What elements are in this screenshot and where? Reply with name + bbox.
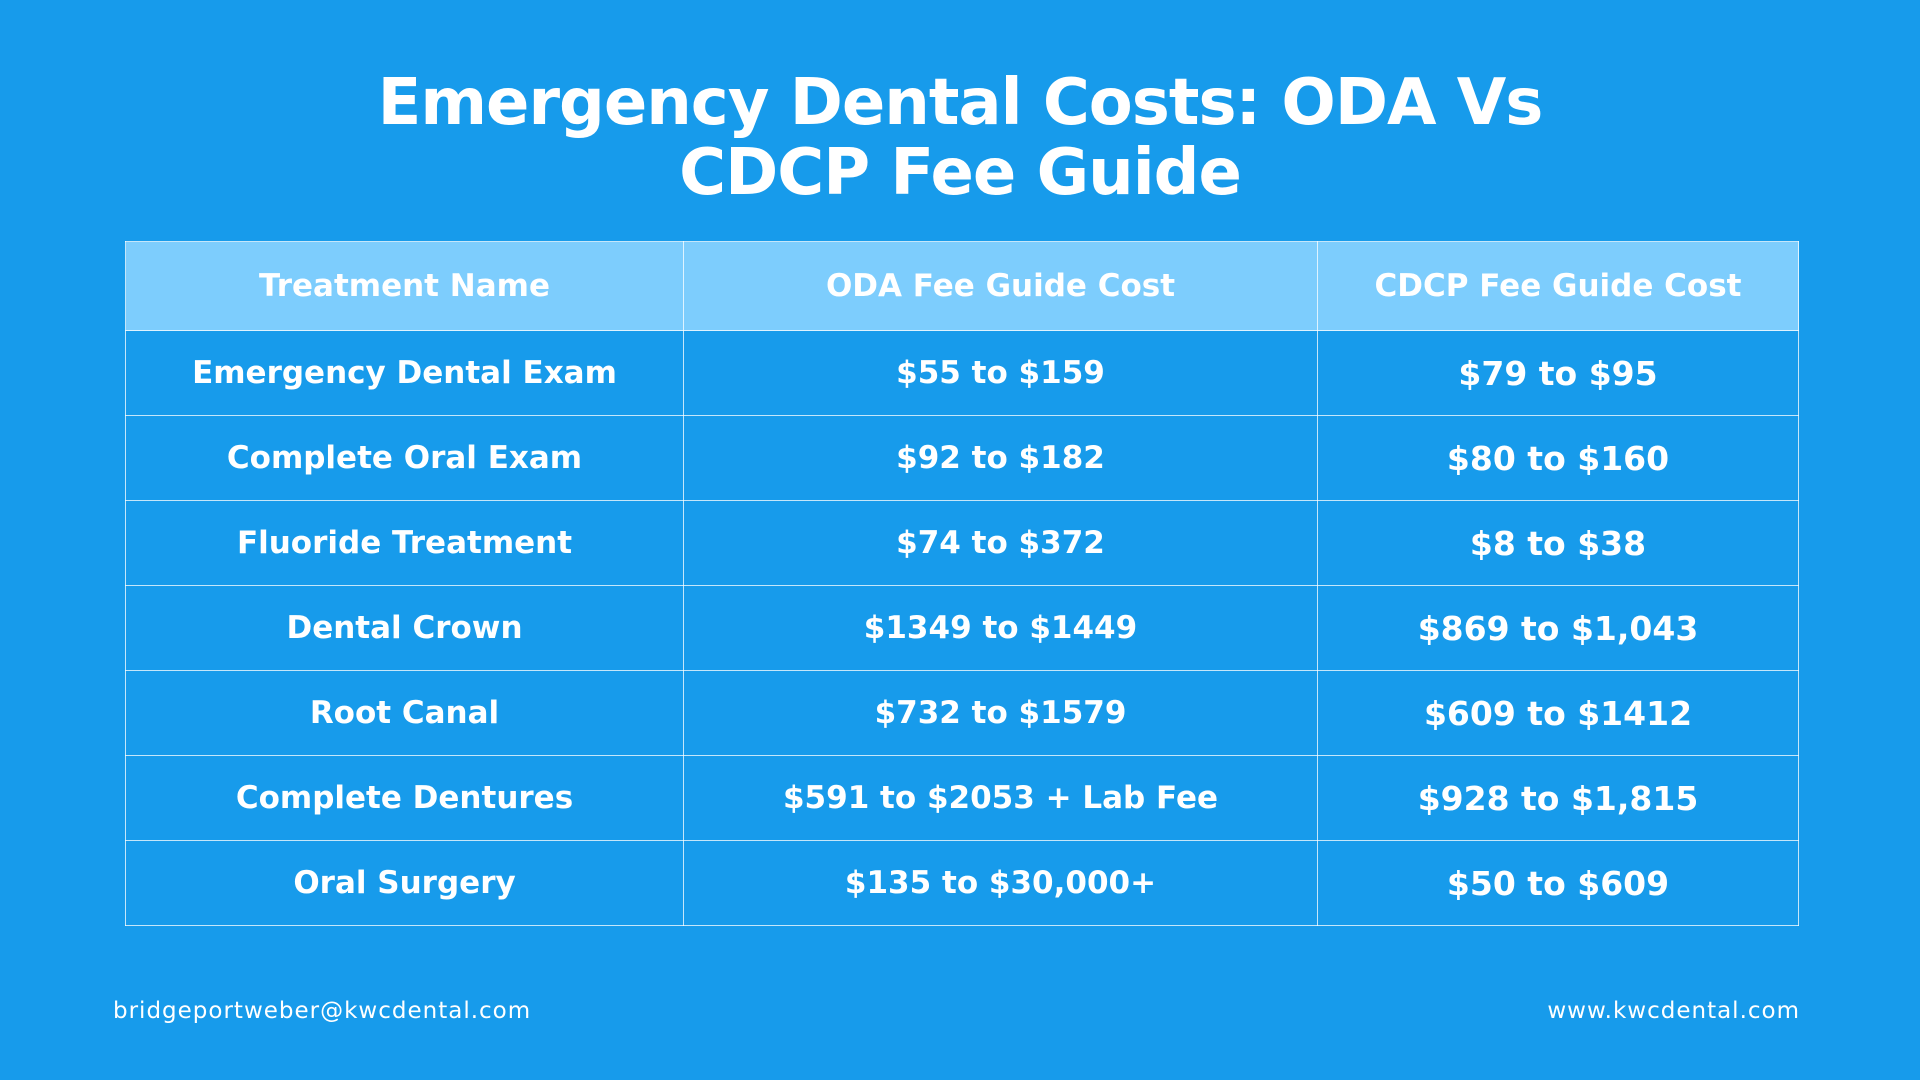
table-row: Emergency Dental Exam $55 to $159 $79 to…	[125, 330, 1799, 416]
title-line-2: CDCP Fee Guide	[679, 136, 1242, 210]
treatment-name-cell: Complete Oral Exam	[125, 415, 684, 501]
cdcp-cost-cell: $79 to $95	[1317, 330, 1799, 416]
treatment-name-cell: Emergency Dental Exam	[125, 330, 684, 416]
table-row: Complete Dentures $591 to $2053 + Lab Fe…	[125, 755, 1799, 841]
table-row: Fluoride Treatment $74 to $372 $8 to $38	[125, 500, 1799, 586]
footer-email: bridgeportweber@kwcdental.com	[113, 998, 532, 1024]
cdcp-cost-cell: $80 to $160	[1317, 415, 1799, 501]
treatment-name-cell: Root Canal	[125, 670, 684, 756]
footer-website: www.kwcdental.com	[1547, 998, 1800, 1024]
table-row: Root Canal $732 to $1579 $609 to $1412	[125, 670, 1799, 756]
fee-comparison-table: Treatment Name ODA Fee Guide Cost CDCP F…	[125, 241, 1799, 926]
oda-cost-cell: $1349 to $1449	[683, 585, 1318, 671]
cdcp-cost-cell: $609 to $1412	[1317, 670, 1799, 756]
header-treatment-name: Treatment Name	[125, 241, 684, 331]
cdcp-cost-cell: $928 to $1,815	[1317, 755, 1799, 841]
cdcp-cost-cell: $50 to $609	[1317, 840, 1799, 926]
header-cdcp-cost: CDCP Fee Guide Cost	[1317, 241, 1799, 331]
oda-cost-cell: $135 to $30,000+	[683, 840, 1318, 926]
treatment-name-cell: Dental Crown	[125, 585, 684, 671]
title-line-1: Emergency Dental Costs: ODA Vs	[377, 66, 1544, 140]
oda-cost-cell: $92 to $182	[683, 415, 1318, 501]
oda-cost-cell: $732 to $1579	[683, 670, 1318, 756]
oda-cost-cell: $74 to $372	[683, 500, 1318, 586]
cdcp-cost-cell: $8 to $38	[1317, 500, 1799, 586]
oda-cost-cell: $55 to $159	[683, 330, 1318, 416]
treatment-name-cell: Fluoride Treatment	[125, 500, 684, 586]
table-row: Oral Surgery $135 to $30,000+ $50 to $60…	[125, 840, 1799, 926]
table-row: Complete Oral Exam $92 to $182 $80 to $1…	[125, 415, 1799, 501]
table-row: Dental Crown $1349 to $1449 $869 to $1,0…	[125, 585, 1799, 671]
treatment-name-cell: Complete Dentures	[125, 755, 684, 841]
oda-cost-cell: $591 to $2053 + Lab Fee	[683, 755, 1318, 841]
cdcp-cost-cell: $869 to $1,043	[1317, 585, 1799, 671]
table-header-row: Treatment Name ODA Fee Guide Cost CDCP F…	[125, 241, 1799, 331]
header-oda-cost: ODA Fee Guide Cost	[683, 241, 1318, 331]
treatment-name-cell: Oral Surgery	[125, 840, 684, 926]
page-title: Emergency Dental Costs: ODA Vs CDCP Fee …	[0, 68, 1920, 208]
